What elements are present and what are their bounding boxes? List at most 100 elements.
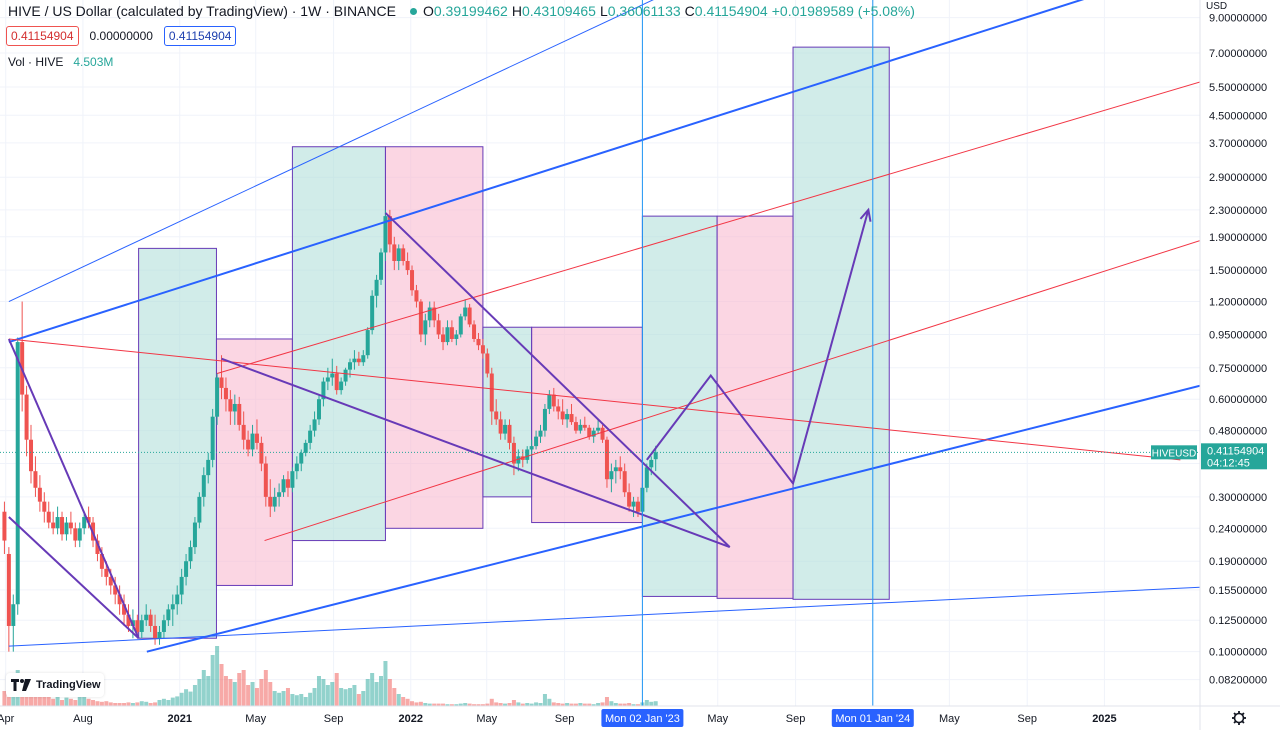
candle-body xyxy=(454,334,459,339)
candle-body xyxy=(175,594,180,605)
candle-body xyxy=(254,433,259,443)
current-price-tag xyxy=(1201,443,1267,470)
candle-body xyxy=(618,467,623,472)
candle-body xyxy=(414,290,419,302)
volume-bar xyxy=(348,688,352,706)
volume-bar xyxy=(498,703,503,706)
candle-body xyxy=(556,406,561,412)
volume-bar xyxy=(46,694,51,706)
candle-body xyxy=(325,377,330,382)
candle-body xyxy=(334,373,339,391)
candle-body xyxy=(299,452,304,464)
volume-bar xyxy=(538,703,543,706)
volume-bar xyxy=(29,692,34,706)
buy-button[interactable]: 0.41154904 xyxy=(163,26,237,46)
volume-bar xyxy=(237,673,242,706)
time-tick-label: 2022 xyxy=(399,713,423,725)
volume-bar xyxy=(285,688,290,706)
volume-bar xyxy=(525,703,530,706)
volume-bar xyxy=(414,702,419,706)
volume-bar xyxy=(405,698,410,706)
low-value: 0.36061133 xyxy=(607,3,681,19)
volume-bar xyxy=(365,679,370,706)
volume-bar xyxy=(68,698,73,706)
volume-bar xyxy=(507,703,512,706)
candle-body xyxy=(272,496,277,507)
volume-bar xyxy=(223,676,228,706)
candle-body xyxy=(511,442,516,464)
currency-label[interactable]: USD xyxy=(1206,1,1228,12)
tradingview-logo[interactable]: TradingView xyxy=(6,673,104,697)
candle-body xyxy=(188,547,193,562)
short-position-box xyxy=(384,146,484,529)
volume-legend[interactable]: Vol · HIVE 4.503M xyxy=(8,55,113,69)
volume-bar xyxy=(290,694,295,706)
current-price-value: 0.41154904 xyxy=(1207,445,1264,457)
volume-bar xyxy=(33,695,38,706)
candle-body xyxy=(330,373,335,378)
candle-body xyxy=(622,471,627,493)
channel-upper-line xyxy=(8,0,1085,344)
volume-bar xyxy=(578,703,583,706)
candle-body xyxy=(644,467,649,488)
time-tick-label: 2021 xyxy=(168,713,192,725)
price-tick-label: 9.00000000 xyxy=(1209,13,1267,25)
symbol-tag-text: HIVEUSD xyxy=(1152,448,1196,459)
candle-body xyxy=(259,442,264,464)
bar-countdown: 04:12:45 xyxy=(1207,457,1250,469)
candle-body xyxy=(82,517,87,529)
time-tick-label: Aug xyxy=(73,713,93,725)
candle-body xyxy=(449,327,454,339)
volume-bar xyxy=(299,694,304,706)
candle-body xyxy=(441,334,446,343)
candle-body xyxy=(374,279,379,296)
candle-body xyxy=(197,496,202,523)
long-position-box xyxy=(482,326,533,498)
candle-body xyxy=(219,377,224,388)
candle-body xyxy=(95,540,100,554)
time-tick-label: Mon 01 Jan '24 xyxy=(835,713,910,725)
volume-bar xyxy=(454,704,459,706)
volume-bar xyxy=(60,700,65,706)
wedge-line xyxy=(384,212,731,548)
volume-bar xyxy=(587,703,592,706)
volume-bar xyxy=(201,670,206,706)
candle-body xyxy=(308,430,313,443)
candle-body xyxy=(60,517,65,535)
price-tick-label: 0.48000000 xyxy=(1209,426,1267,438)
volume-bar xyxy=(441,703,446,706)
candle-body xyxy=(401,248,406,262)
symbol-title[interactable]: HIVE / US Dollar (calculated by TradingV… xyxy=(8,3,396,19)
price-tick-label: 0.24000000 xyxy=(1209,523,1267,535)
candle-body xyxy=(485,353,490,374)
volume-bar xyxy=(170,697,175,706)
volume-bar xyxy=(410,701,415,706)
gear-icon[interactable] xyxy=(1232,711,1246,725)
volume-bar xyxy=(644,700,649,706)
candle-body xyxy=(405,261,410,271)
volume-bar xyxy=(529,703,534,706)
sell-button[interactable]: 0.41154904 xyxy=(6,26,79,46)
candle-body xyxy=(348,362,352,370)
wedge-line xyxy=(221,357,731,549)
volume-bar xyxy=(108,702,113,706)
candle-body xyxy=(609,471,614,480)
volume-bar xyxy=(51,698,56,706)
volume-bar xyxy=(215,646,220,706)
volume-bar xyxy=(316,676,321,706)
volume-bar xyxy=(547,698,552,706)
candle-body xyxy=(538,430,543,437)
volume-bar xyxy=(627,703,632,706)
close-label: C xyxy=(684,3,695,19)
candle-body xyxy=(223,387,228,400)
volume-bar xyxy=(232,682,237,706)
volume-bar xyxy=(565,703,570,706)
chart-header: HIVE / US Dollar (calculated by TradingV… xyxy=(8,3,919,19)
candle-body xyxy=(343,369,348,382)
candle-body xyxy=(42,501,47,512)
volume-bar xyxy=(312,688,317,706)
candle-body xyxy=(591,430,596,437)
volume-bar xyxy=(618,703,623,706)
symbol-tag xyxy=(1151,445,1197,460)
